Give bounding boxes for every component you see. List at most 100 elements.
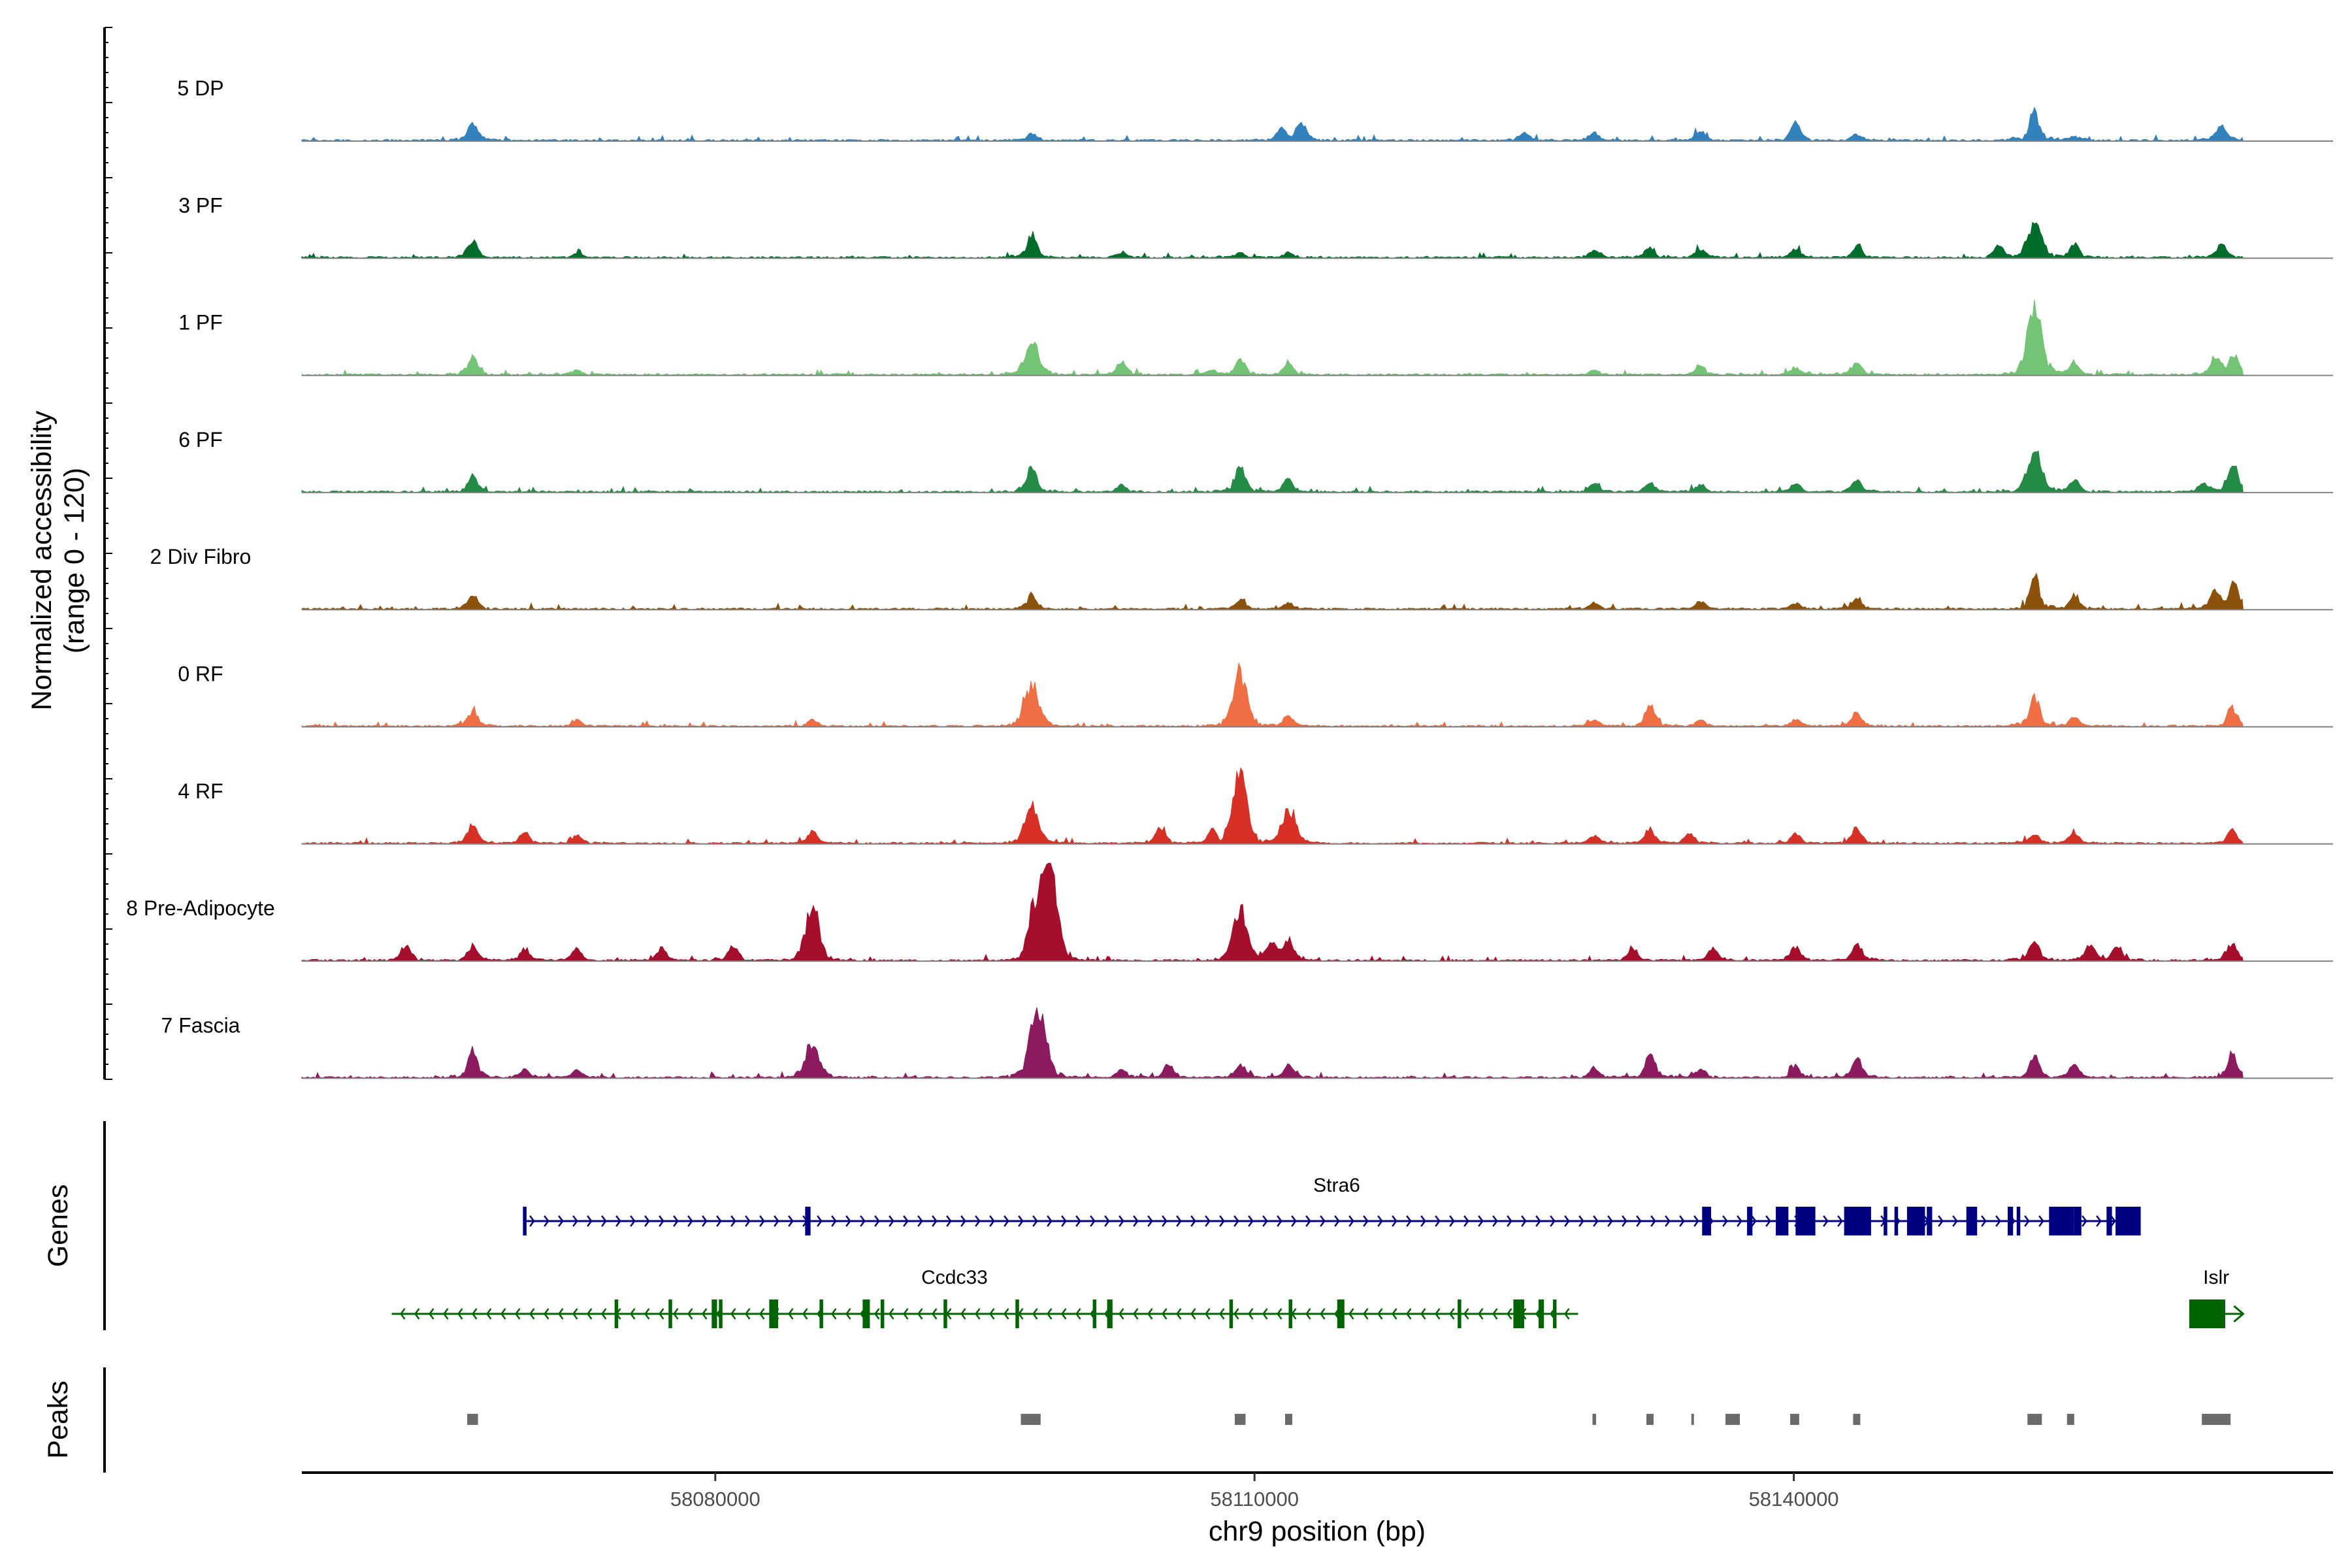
strand-arrow xyxy=(1205,1215,1211,1227)
gene-exon xyxy=(2106,1207,2112,1235)
strand-arrow xyxy=(1578,1215,1584,1227)
strand-arrow xyxy=(673,1308,679,1320)
strand-arrow xyxy=(716,1215,722,1227)
x-tick-label: 58110000 xyxy=(1210,1488,1299,1511)
strand-arrow xyxy=(1047,1215,1053,1227)
peak-region xyxy=(1853,1414,1861,1425)
strand-arrow xyxy=(1679,1215,1685,1227)
strand-arrow xyxy=(1535,1215,1541,1227)
gene-exon xyxy=(1538,1299,1544,1328)
strand-arrow xyxy=(1119,1308,1124,1320)
strand-arrow xyxy=(659,1215,664,1227)
peak-region xyxy=(1725,1414,1740,1425)
strand-arrow xyxy=(759,1308,765,1320)
strand-arrow xyxy=(1564,1215,1570,1227)
x-axis-ticks: 58080000 58110000 58140000 xyxy=(670,1473,1839,1511)
strand-arrow xyxy=(1277,1215,1282,1227)
gene-stra6: Stra6 xyxy=(523,1175,2141,1235)
strand-arrow xyxy=(601,1215,607,1227)
x-axis-title: chr9 position (bp) xyxy=(1209,1516,1426,1547)
x-tick-label: 58140000 xyxy=(1749,1488,1839,1511)
coverage-area xyxy=(301,767,2244,845)
strand-arrow xyxy=(1133,1308,1139,1320)
gene-exon xyxy=(805,1207,811,1235)
strand-arrow xyxy=(874,1308,880,1320)
strand-arrow xyxy=(1348,1308,1354,1320)
gene-exon xyxy=(1015,1299,1019,1328)
strand-arrow xyxy=(989,1215,995,1227)
strand-arrow xyxy=(529,1308,535,1320)
gene-exon xyxy=(2189,1299,2225,1328)
track-1-pf: 1 PF xyxy=(178,299,2333,376)
gene-exon xyxy=(1092,1299,1097,1328)
strand-arrow xyxy=(745,1215,751,1227)
track-label: 8 Pre-Adipocyte xyxy=(126,896,275,920)
strand-arrow xyxy=(1363,1215,1369,1227)
strand-arrow xyxy=(1693,1215,1699,1227)
strand-arrow xyxy=(1607,1215,1613,1227)
strand-arrow xyxy=(1219,1308,1225,1320)
strand-arrow xyxy=(1075,1308,1081,1320)
strand-arrow xyxy=(1320,1308,1326,1320)
strand-arrow xyxy=(1348,1215,1354,1227)
track-3-pf: 3 PF xyxy=(178,193,2333,259)
strand-arrow xyxy=(1032,1215,1038,1227)
strand-arrow xyxy=(1032,1308,1038,1320)
coverage-tracks: 5 DP 3 PF 1 PF 6 PF 2 Div Fibro 0 RF 4 RF 8 Pre… xyxy=(126,76,2333,1079)
strand-arrow xyxy=(788,1215,794,1227)
track-label: 4 RF xyxy=(178,779,223,803)
strand-arrow xyxy=(1162,1308,1168,1320)
strand-arrow xyxy=(414,1308,420,1320)
strand-arrow xyxy=(2024,1215,2030,1227)
gene-exon xyxy=(1458,1299,1462,1328)
strand-arrow xyxy=(601,1308,607,1320)
strand-arrow xyxy=(1521,1215,1527,1227)
peak-region xyxy=(1021,1414,1041,1425)
strand-arrow xyxy=(831,1215,837,1227)
strand-arrow xyxy=(1392,1215,1397,1227)
gene-exon xyxy=(2016,1207,2021,1235)
strand-arrow xyxy=(730,1308,736,1320)
strand-arrow xyxy=(1463,1215,1469,1227)
strand-arrow xyxy=(630,1308,636,1320)
gene-exon xyxy=(1906,1207,1925,1235)
gene-islr: Islr xyxy=(2189,1267,2245,1328)
strand-arrow xyxy=(1277,1308,1282,1320)
gene-exon xyxy=(819,1299,823,1328)
strand-arrow xyxy=(1061,1308,1067,1320)
gene-label: Islr xyxy=(2203,1267,2229,1288)
track-2-div-fibro: 2 Div Fibro xyxy=(150,545,2333,611)
strand-arrow xyxy=(443,1308,449,1320)
track-6-pf: 6 PF xyxy=(178,428,2333,493)
strand-arrow xyxy=(960,1215,966,1227)
strand-arrow xyxy=(1190,1215,1196,1227)
gene-exon xyxy=(1229,1299,1233,1328)
coverage-area xyxy=(301,572,2244,610)
strand-arrow xyxy=(946,1215,952,1227)
strand-arrow xyxy=(1492,1215,1498,1227)
strand-arrow xyxy=(1665,1215,1671,1227)
gene-label: Ccdc33 xyxy=(921,1267,988,1288)
gene-exon xyxy=(1702,1207,1712,1235)
gene-exon xyxy=(1795,1207,1816,1235)
strand-arrow xyxy=(500,1308,506,1320)
genes-panel: Stra6 Ccdc33 Islr xyxy=(391,1175,2245,1328)
gene-exon xyxy=(862,1299,870,1328)
peak-region xyxy=(2202,1414,2231,1425)
strand-arrow xyxy=(615,1215,621,1227)
strand-arrow xyxy=(486,1308,492,1320)
strand-arrow xyxy=(1478,1308,1484,1320)
coverage-area xyxy=(301,1007,2244,1079)
strand-arrow xyxy=(1190,1308,1196,1320)
strand-arrow xyxy=(544,1215,549,1227)
strand-arrow xyxy=(572,1308,578,1320)
gene-exon xyxy=(1776,1207,1789,1235)
strand-arrow xyxy=(903,1215,909,1227)
strand-arrow xyxy=(960,1308,966,1320)
strand-arrow xyxy=(1219,1215,1225,1227)
strand-arrow xyxy=(730,1215,736,1227)
strand-arrow xyxy=(1004,1308,1009,1320)
strand-arrow xyxy=(1593,1215,1599,1227)
gene-exon xyxy=(1337,1299,1345,1328)
